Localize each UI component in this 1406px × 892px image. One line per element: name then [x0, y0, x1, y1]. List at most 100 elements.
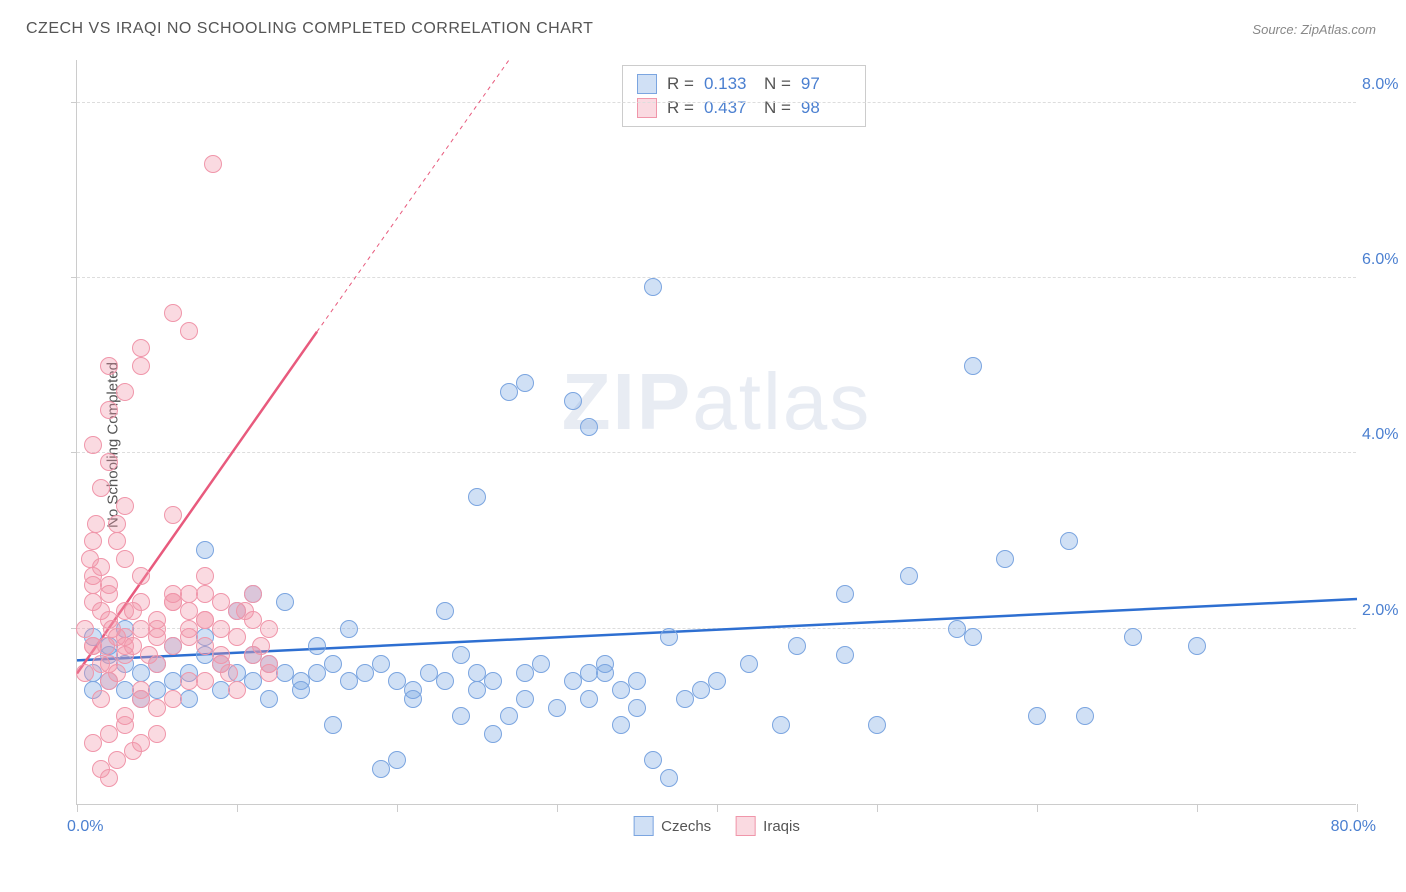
data-point-iraqis [108, 751, 126, 769]
data-point-iraqis [76, 620, 94, 638]
data-point-iraqis [116, 716, 134, 734]
data-point-iraqis [196, 672, 214, 690]
data-point-iraqis [164, 637, 182, 655]
y-tick-label: 2.0% [1362, 602, 1406, 620]
data-point-czechs [500, 383, 518, 401]
data-point-czechs [340, 672, 358, 690]
data-point-iraqis [100, 453, 118, 471]
data-point-iraqis [116, 602, 134, 620]
data-point-iraqis [260, 664, 278, 682]
source-label: Source: ZipAtlas.com [1252, 22, 1376, 37]
data-point-czechs [276, 593, 294, 611]
data-point-iraqis [84, 637, 102, 655]
data-point-czechs [516, 374, 534, 392]
data-point-czechs [244, 672, 262, 690]
data-point-czechs [692, 681, 710, 699]
data-point-iraqis [148, 620, 166, 638]
data-point-iraqis [212, 593, 230, 611]
data-point-iraqis [116, 497, 134, 515]
data-point-czechs [996, 550, 1014, 568]
data-point-czechs [516, 664, 534, 682]
data-point-iraqis [92, 690, 110, 708]
data-point-czechs [132, 664, 150, 682]
x-tick [557, 804, 558, 812]
data-point-czechs [868, 716, 886, 734]
y-tick-label: 4.0% [1362, 426, 1406, 444]
legend-label: Czechs [661, 818, 711, 835]
data-point-czechs [548, 699, 566, 717]
data-point-czechs [1028, 707, 1046, 725]
data-point-iraqis [100, 401, 118, 419]
data-point-czechs [532, 655, 550, 673]
data-point-czechs [596, 664, 614, 682]
chart-title: CZECH VS IRAQI NO SCHOOLING COMPLETED CO… [26, 20, 593, 38]
x-tick [397, 804, 398, 812]
data-point-iraqis [164, 690, 182, 708]
data-point-czechs [1188, 637, 1206, 655]
data-point-iraqis [132, 593, 150, 611]
data-point-czechs [628, 699, 646, 717]
data-point-iraqis [100, 725, 118, 743]
data-point-czechs [788, 637, 806, 655]
data-point-iraqis [180, 620, 198, 638]
data-point-czechs [404, 690, 422, 708]
x-tick [1357, 804, 1358, 812]
data-point-czechs [580, 690, 598, 708]
data-point-iraqis [100, 611, 118, 629]
data-point-czechs [452, 707, 470, 725]
data-point-czechs [644, 751, 662, 769]
data-point-iraqis [148, 725, 166, 743]
data-point-iraqis [108, 532, 126, 550]
data-point-iraqis [84, 576, 102, 594]
data-point-czechs [836, 585, 854, 603]
x-tick [877, 804, 878, 812]
data-point-iraqis [164, 506, 182, 524]
data-point-iraqis [148, 655, 166, 673]
data-point-iraqis [116, 383, 134, 401]
x-tick [717, 804, 718, 812]
data-point-czechs [260, 690, 278, 708]
data-point-iraqis [164, 304, 182, 322]
data-point-iraqis [100, 655, 118, 673]
data-point-czechs [196, 541, 214, 559]
data-point-czechs [308, 664, 326, 682]
data-point-iraqis [148, 699, 166, 717]
data-point-iraqis [132, 690, 150, 708]
data-point-iraqis [252, 637, 270, 655]
data-point-czechs [564, 392, 582, 410]
data-point-iraqis [164, 593, 182, 611]
data-point-iraqis [244, 585, 262, 603]
data-point-iraqis [84, 532, 102, 550]
data-point-czechs [468, 488, 486, 506]
legend-bottom: Czechs Iraqis [633, 816, 800, 836]
data-point-iraqis [228, 681, 246, 699]
data-point-czechs [628, 672, 646, 690]
data-point-iraqis [100, 769, 118, 787]
data-point-iraqis [84, 734, 102, 752]
data-point-iraqis [116, 550, 134, 568]
data-point-czechs [436, 602, 454, 620]
data-point-iraqis [132, 357, 150, 375]
data-point-czechs [516, 690, 534, 708]
legend-item-iraqis: Iraqis [735, 816, 800, 836]
data-point-czechs [372, 655, 390, 673]
data-point-czechs [1076, 707, 1094, 725]
header: CZECH VS IRAQI NO SCHOOLING COMPLETED CO… [0, 0, 1406, 48]
data-point-iraqis [84, 593, 102, 611]
data-point-czechs [660, 769, 678, 787]
data-point-iraqis [180, 322, 198, 340]
data-point-iraqis [260, 620, 278, 638]
data-point-czechs [660, 628, 678, 646]
x-tick [1037, 804, 1038, 812]
data-point-czechs [836, 646, 854, 664]
data-point-czechs [900, 567, 918, 585]
data-point-iraqis [108, 515, 126, 533]
data-point-iraqis [228, 628, 246, 646]
data-point-czechs [612, 681, 630, 699]
data-point-czechs [1124, 628, 1142, 646]
data-point-czechs [324, 655, 342, 673]
data-point-czechs [340, 620, 358, 638]
data-point-czechs [484, 725, 502, 743]
data-point-czechs [468, 681, 486, 699]
data-point-czechs [580, 418, 598, 436]
